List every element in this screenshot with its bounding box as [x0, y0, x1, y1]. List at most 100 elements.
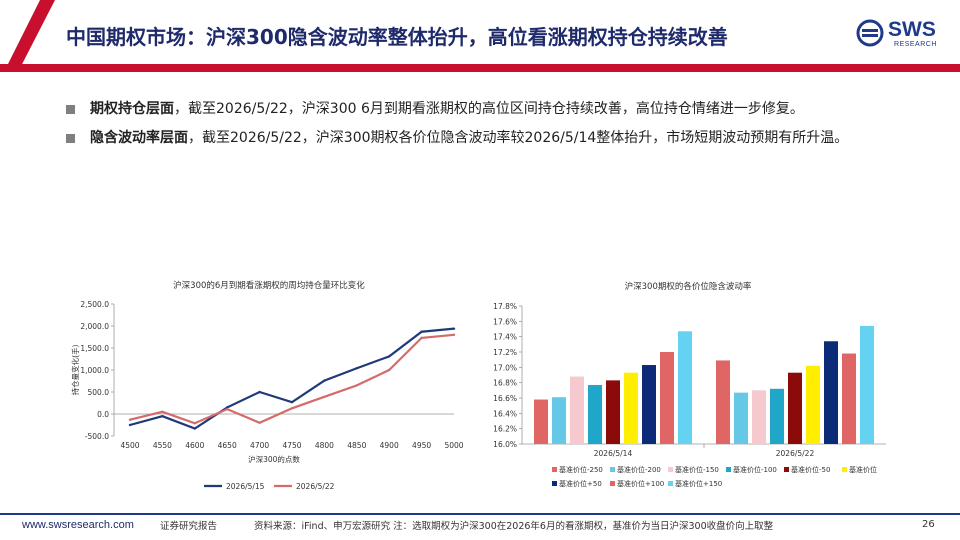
data-point [193, 427, 196, 430]
bar [678, 331, 692, 444]
y-tick-label: 16.6% [493, 394, 517, 403]
footer-report-label: 证券研究报告 [160, 521, 218, 532]
data-point [388, 355, 391, 358]
legend-swatch [842, 467, 847, 472]
y-tick-label: 500.0 [88, 388, 110, 397]
footer-source-note: 资料来源：iFind、申万宏源研究 注：选取期权为沪深300在2026年6月的看… [254, 521, 774, 532]
bullet-item-holdings: 期权持仓层面，截至2026/5/22，沪深300 6月到期看涨期权的高位区间持仓… [66, 95, 926, 124]
bullet-text: ，截至2026/5/22，沪深300期权各价位隐含波动率较2026/5/14整体… [188, 130, 849, 146]
legend-swatch [726, 467, 731, 472]
bar [570, 376, 584, 444]
bar [752, 390, 766, 444]
series-line-2 [129, 333, 455, 425]
y-tick-label: 1,000.0 [80, 366, 109, 375]
legend-label: 基准价位-100 [733, 465, 777, 474]
bullet-item-volatility: 隐含波动率层面，截至2026/5/22，沪深300期权各价位隐含波动率较2026… [66, 124, 926, 153]
bar [642, 365, 656, 444]
y-tick-label: -500.0 [85, 432, 109, 441]
bar [534, 399, 548, 444]
data-point [258, 421, 261, 424]
data-point [161, 410, 164, 413]
sws-logo-icon [856, 19, 884, 47]
y-tick-label: 1,500.0 [80, 344, 109, 353]
legend-swatch [784, 467, 789, 472]
legend-swatch [552, 481, 557, 486]
data-point [290, 400, 294, 404]
data-point [193, 422, 196, 425]
chart-title: 沪深300期权的各价位隐含波动率 [625, 281, 752, 292]
legend-swatch [610, 481, 615, 486]
data-point [161, 415, 164, 418]
y-tick-label: 16.4% [493, 409, 517, 418]
logo-text: SWS [888, 18, 936, 41]
footer-url-link[interactable]: www.swsresearch.com [22, 519, 134, 531]
iv-bar-chart: 沪深300期权的各价位隐含波动率 17.8% 17.6% 17.4% 17.2% 17.0… [493, 281, 886, 488]
legend-label: 基准价位+150 [675, 479, 722, 488]
x-tick-label: 4550 [153, 441, 172, 450]
bar [770, 388, 784, 444]
x-axis-label: 沪深300的点数 [248, 454, 300, 464]
y-tick-label: 0.0 [97, 410, 109, 419]
data-point [323, 395, 326, 399]
y-tick-label: 17.8% [493, 302, 517, 311]
legend-label: 基准价位-150 [675, 465, 719, 474]
x-tick-label: 5000 [444, 441, 463, 450]
legend-swatch [668, 481, 673, 486]
footer-divider [0, 513, 960, 515]
x-tick-label: 4800 [315, 441, 334, 450]
legend-label: 基准价位 [849, 465, 877, 474]
data-point [452, 333, 456, 336]
x-tick-label: 4900 [380, 441, 399, 450]
y-tick-label: 17.6% [493, 317, 517, 326]
header-banner [0, 0, 960, 72]
y-tick-label: 16.0% [493, 440, 517, 449]
legend-swatch [552, 467, 557, 472]
legend-label: 基准价位-250 [559, 465, 603, 474]
x-tick-label: 4700 [250, 441, 269, 450]
data-point [226, 406, 229, 409]
bullet-text: ，截至2026/5/22，沪深300 6月到期看涨期权的高位区间持仓持续改善，高… [174, 101, 804, 117]
bar [552, 397, 566, 444]
data-point [128, 423, 132, 427]
bar [606, 380, 620, 444]
data-point [452, 327, 456, 330]
bullet-heading: 期权持仓层面 [90, 101, 174, 117]
legend-swatch [610, 467, 615, 472]
bar [842, 353, 856, 444]
data-point [355, 367, 358, 370]
y-tick-label: 16.8% [493, 379, 517, 388]
x-tick-label: 4750 [282, 441, 301, 450]
data-point [226, 407, 229, 411]
series-line-1 [129, 327, 455, 430]
x-tick-label: 4600 [185, 441, 204, 450]
bar [788, 372, 802, 444]
logo-subtext: RESEARCH [894, 41, 937, 48]
y-tick-label: 17.2% [493, 348, 517, 357]
data-point [355, 384, 358, 387]
bar [860, 325, 874, 444]
category-label: 2026/5/22 [776, 449, 815, 458]
bar [824, 341, 838, 444]
bar [806, 365, 820, 444]
bullet-square-icon [66, 105, 75, 114]
bar [660, 352, 674, 444]
data-point [420, 330, 423, 333]
data-point [388, 368, 391, 372]
y-tick-label: 17.0% [493, 363, 517, 372]
holdings-line-chart: 沪深300的6月到期看涨期权的周均持仓量环比变化 2,500.0 2,000.0 1,… [70, 280, 464, 491]
x-tick-label: 4950 [412, 441, 431, 450]
bar [624, 372, 638, 444]
legend-label: 基准价位+50 [559, 479, 602, 488]
data-point [290, 407, 294, 410]
page-title: 中国期权市场：沪深300隐含波动率整体抬升，高位看涨期权持仓持续改善 [66, 25, 728, 49]
bullet-list: 期权持仓层面，截至2026/5/22，沪深300 6月到期看涨期权的高位区间持仓… [66, 95, 926, 153]
y-tick-label: 17.4% [493, 333, 517, 342]
legend-label: 2026/5/22 [296, 482, 335, 491]
header-red-stripe [0, 64, 960, 72]
bar [716, 360, 730, 444]
legend-label: 2026/5/15 [226, 482, 265, 491]
y-tick-label: 2,000.0 [80, 322, 109, 331]
bullet-square-icon [66, 134, 75, 143]
legend-swatch [668, 467, 673, 472]
chart-title: 沪深300的6月到期看涨期权的周均持仓量环比变化 [173, 280, 365, 291]
